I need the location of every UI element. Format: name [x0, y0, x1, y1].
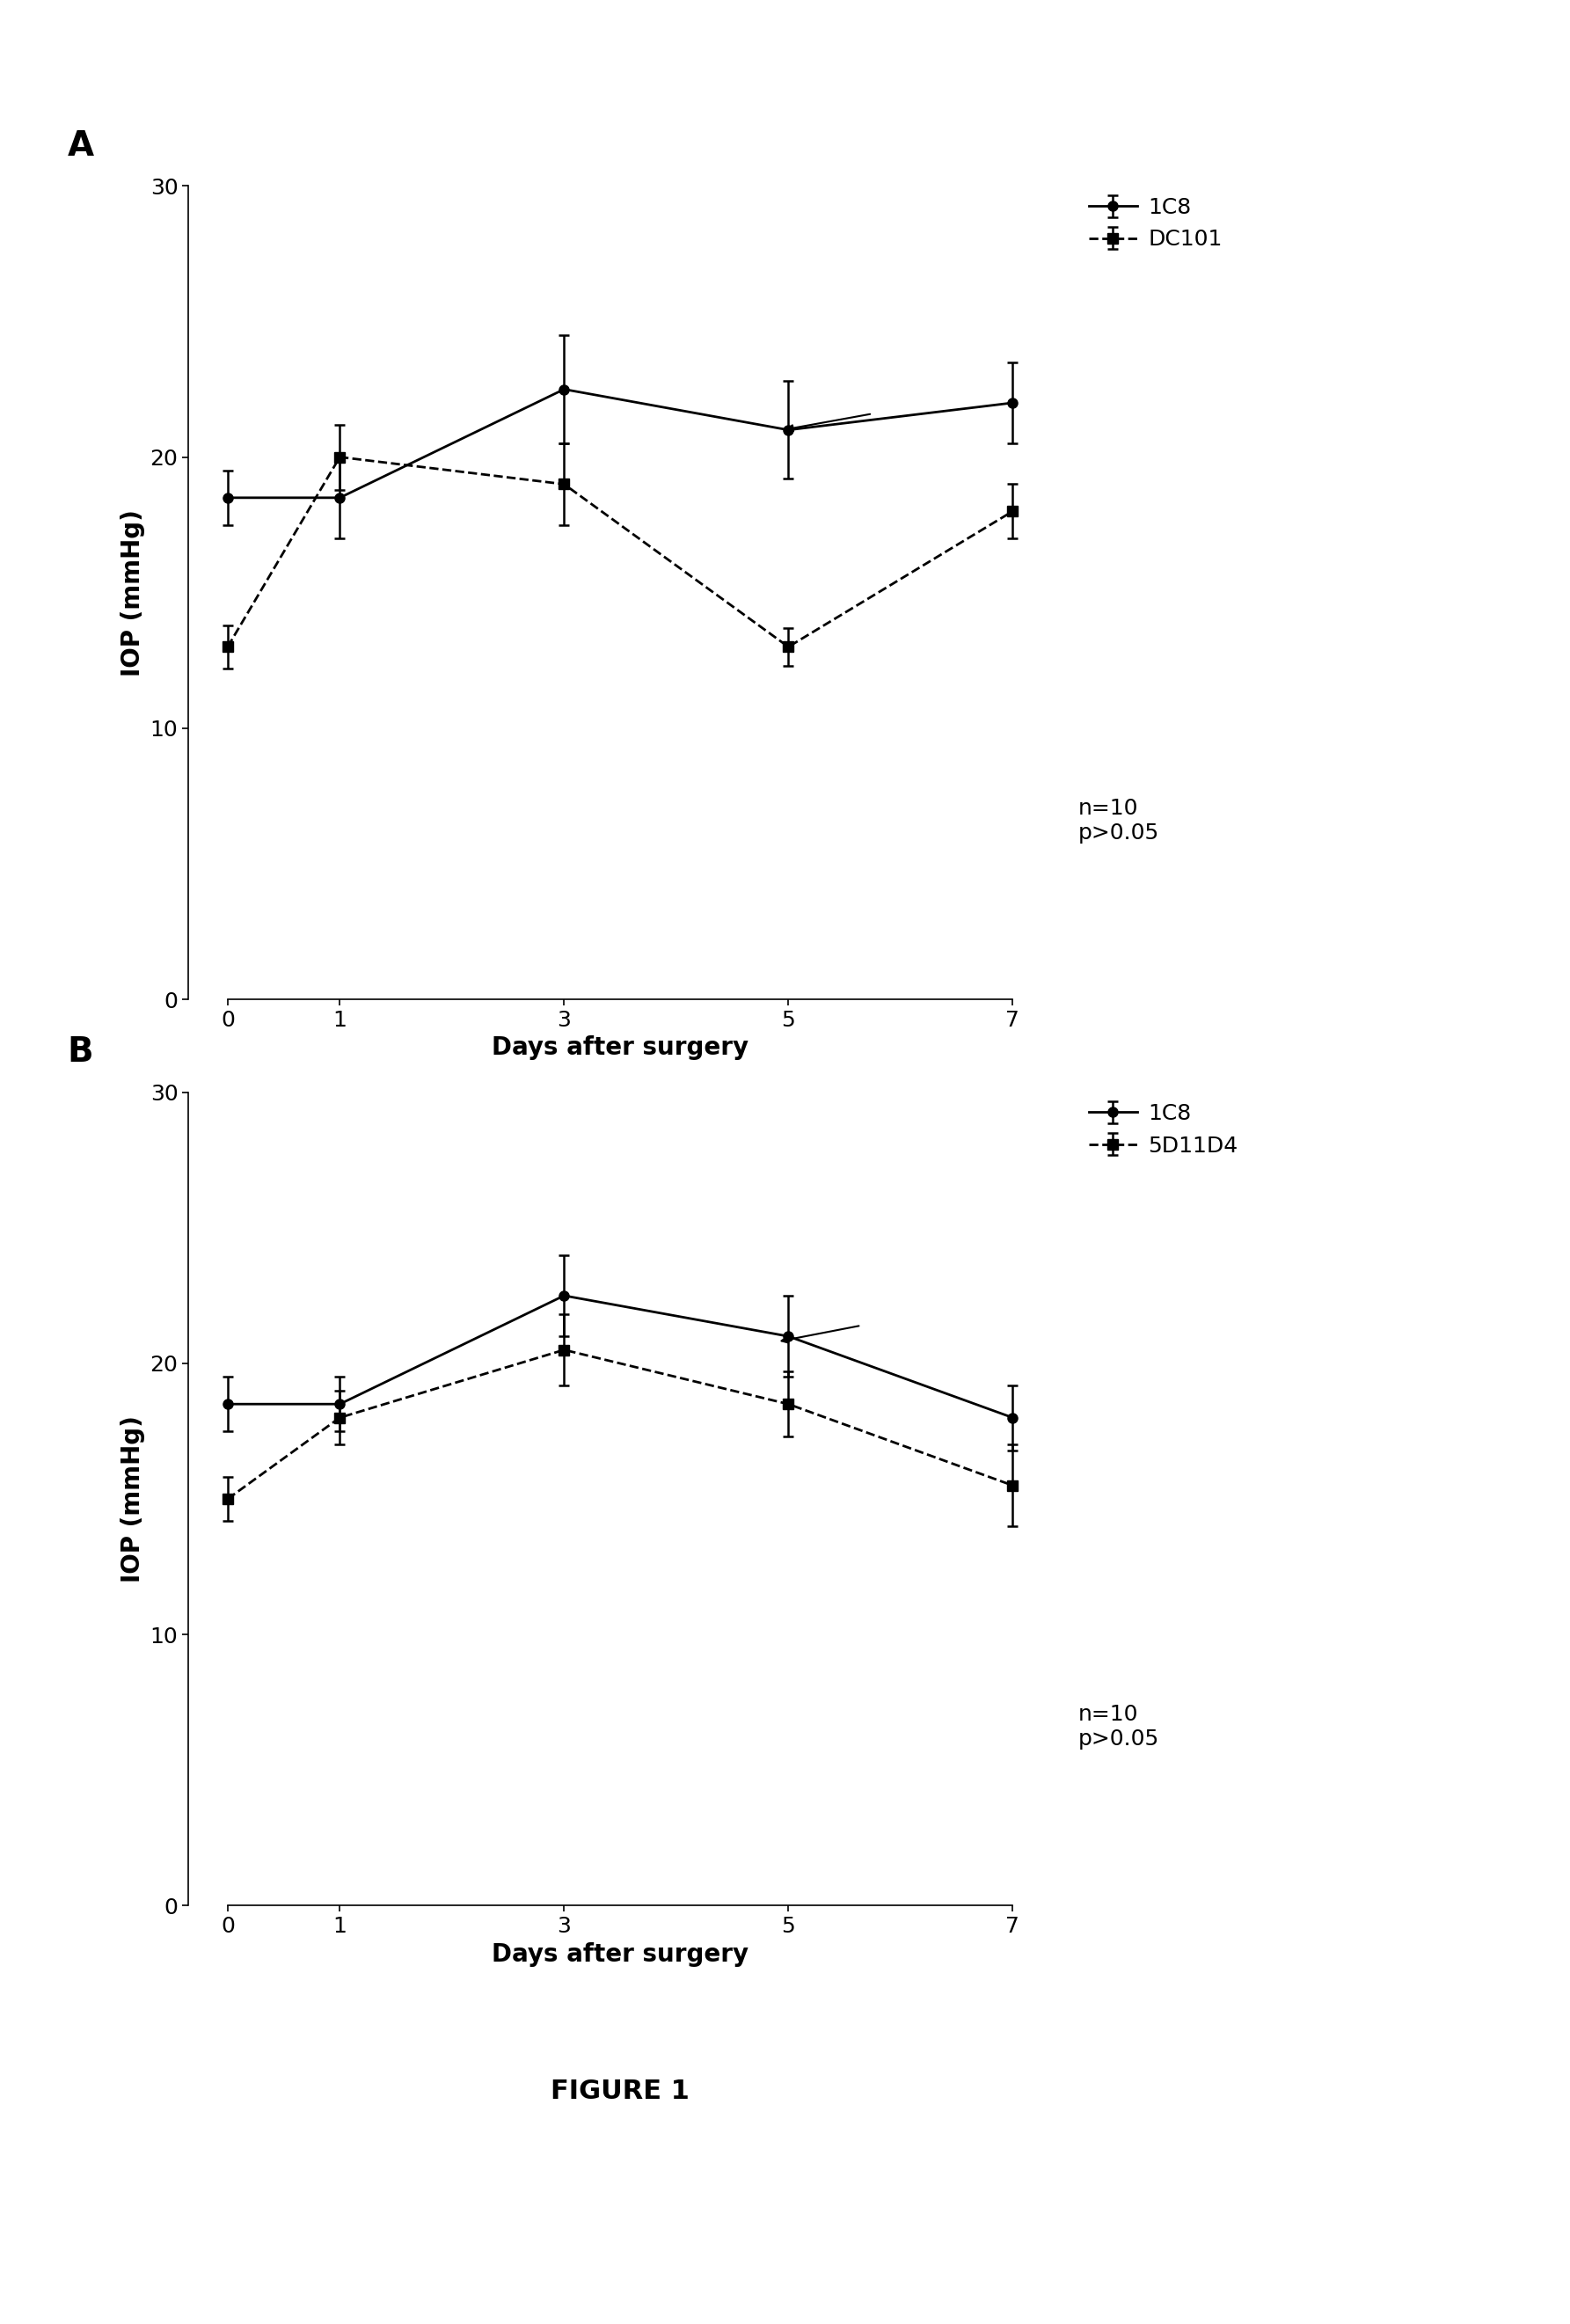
Text: n=10
p>0.05: n=10 p>0.05 — [1077, 1703, 1159, 1750]
Text: A: A — [68, 130, 94, 163]
Y-axis label: IOP (mmHg): IOP (mmHg) — [121, 1415, 144, 1583]
X-axis label: Days after surgery: Days after surgery — [491, 1943, 749, 1966]
Text: FIGURE 1: FIGURE 1 — [551, 2080, 689, 2103]
Y-axis label: IOP (mmHg): IOP (mmHg) — [121, 509, 144, 676]
Text: B: B — [68, 1037, 94, 1069]
Text: n=10
p>0.05: n=10 p>0.05 — [1077, 797, 1159, 844]
Legend: 1C8, 5D11D4: 1C8, 5D11D4 — [1090, 1104, 1239, 1157]
X-axis label: Days after surgery: Days after surgery — [491, 1037, 749, 1060]
Legend: 1C8, DC101: 1C8, DC101 — [1090, 198, 1223, 251]
